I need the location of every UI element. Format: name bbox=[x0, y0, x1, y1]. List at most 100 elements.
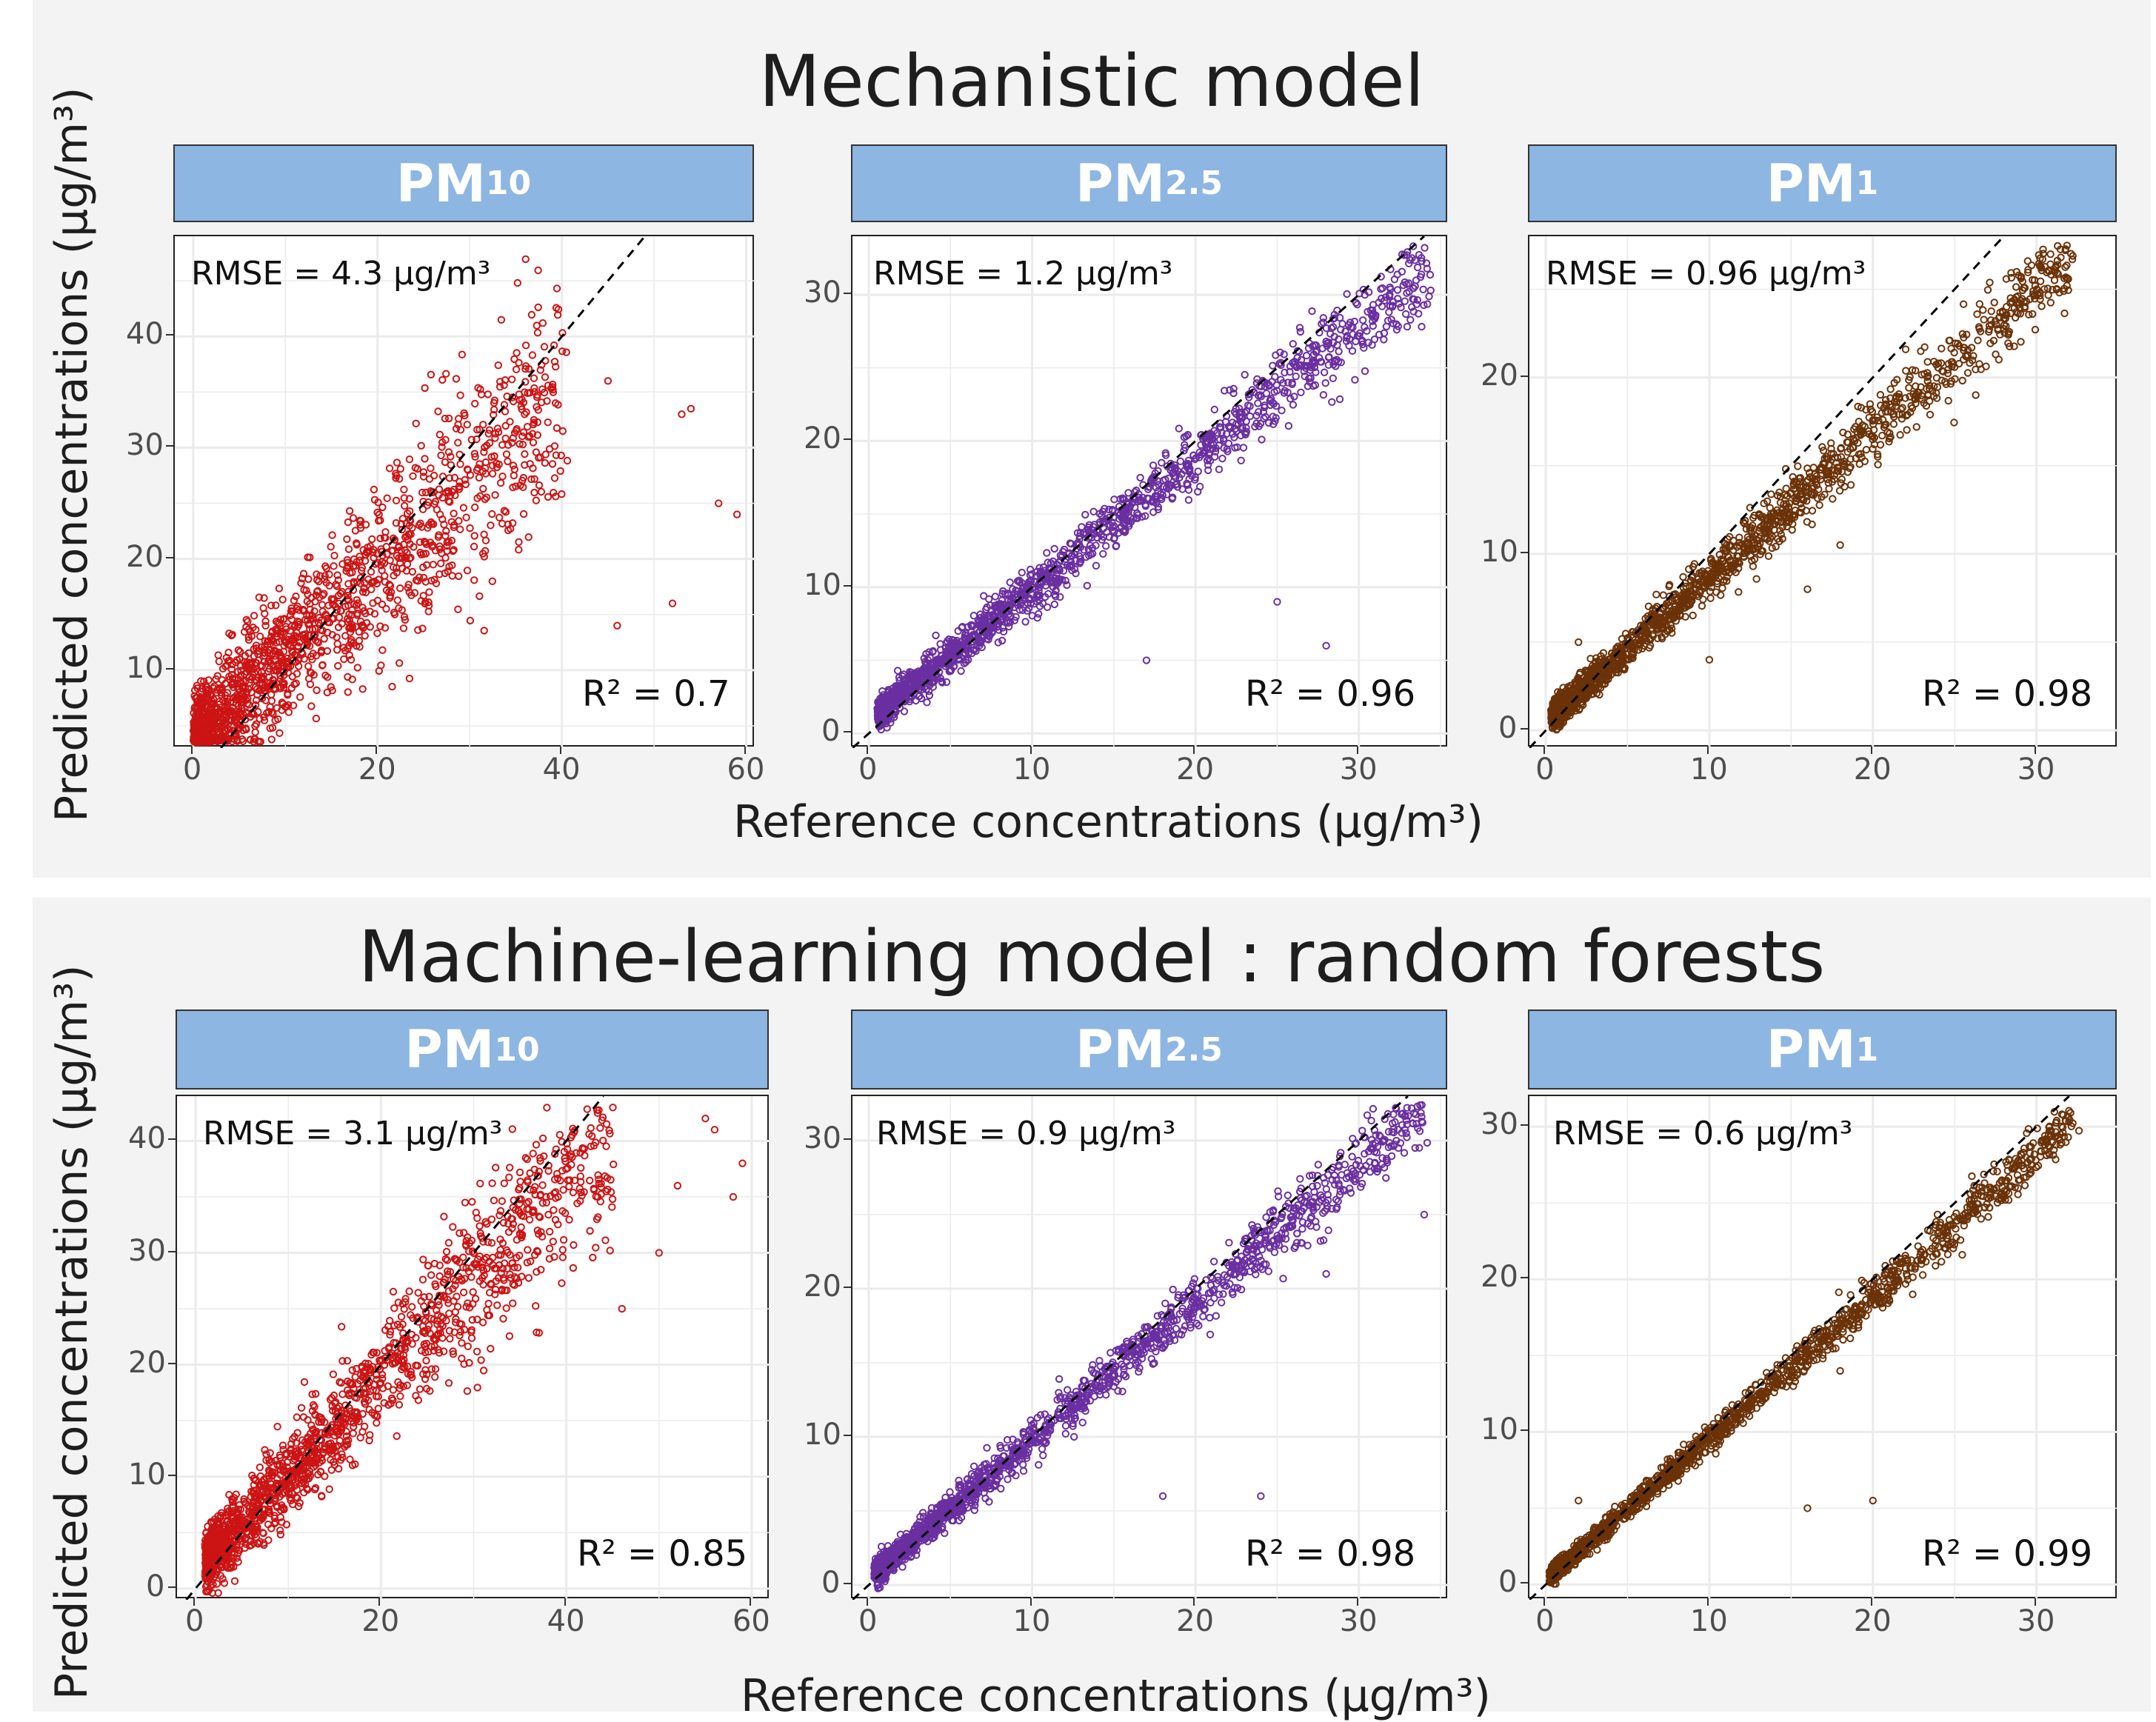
data-point bbox=[1903, 427, 1909, 433]
data-point bbox=[1418, 324, 1424, 330]
data-point bbox=[1768, 491, 1774, 497]
identity-reference-line bbox=[221, 236, 644, 748]
data-point bbox=[564, 458, 570, 464]
data-point bbox=[1352, 318, 1358, 324]
data-point bbox=[319, 601, 325, 607]
data-point bbox=[1977, 301, 1983, 307]
data-point bbox=[1052, 546, 1058, 552]
data-point bbox=[1360, 317, 1366, 323]
data-point bbox=[542, 460, 548, 466]
data-point bbox=[1897, 432, 1903, 438]
section-title: Mechanistic model bbox=[33, 46, 2151, 117]
data-point bbox=[427, 465, 433, 471]
data-point bbox=[1212, 407, 1218, 413]
data-point bbox=[1863, 447, 1869, 453]
data-point bbox=[521, 511, 527, 517]
data-point bbox=[1137, 475, 1143, 481]
y-tick-label: 20 bbox=[126, 540, 164, 574]
data-point bbox=[1052, 601, 1058, 607]
data-point bbox=[450, 510, 456, 516]
r2-annotation: R² = 0.7 bbox=[582, 673, 730, 715]
data-point bbox=[395, 597, 401, 603]
data-point bbox=[533, 449, 539, 455]
data-point bbox=[1352, 377, 1358, 383]
y-tick-label: 0 bbox=[1498, 711, 1517, 745]
data-point bbox=[1100, 551, 1106, 557]
data-point bbox=[688, 406, 694, 412]
data-point bbox=[1906, 384, 1912, 390]
data-point bbox=[536, 482, 542, 488]
data-point bbox=[1297, 324, 1303, 330]
data-point bbox=[523, 342, 529, 348]
data-point bbox=[253, 729, 258, 735]
data-point bbox=[971, 613, 977, 618]
data-point bbox=[1278, 407, 1284, 413]
data-point bbox=[389, 684, 395, 690]
data-point bbox=[1241, 444, 1246, 450]
data-point bbox=[670, 601, 675, 607]
data-point bbox=[490, 470, 495, 476]
data-point bbox=[397, 585, 403, 591]
data-point bbox=[421, 455, 427, 461]
x-tick-label: 40 bbox=[543, 752, 581, 787]
strip-label: PM bbox=[396, 153, 486, 214]
data-point bbox=[1985, 287, 1991, 293]
data-point bbox=[531, 490, 537, 495]
y-tick-label: 10 bbox=[1481, 535, 1518, 569]
data-point bbox=[1242, 372, 1248, 378]
data-point bbox=[360, 686, 366, 692]
data-point bbox=[313, 715, 319, 721]
data-point bbox=[1699, 603, 1705, 609]
data-point bbox=[1921, 344, 1927, 350]
data-point bbox=[1290, 401, 1296, 407]
data-point bbox=[487, 522, 493, 528]
data-point bbox=[471, 577, 477, 583]
data-point bbox=[1404, 324, 1410, 330]
data-point bbox=[1972, 392, 1978, 398]
data-point bbox=[1421, 244, 1427, 250]
data-point bbox=[413, 421, 419, 427]
data-point bbox=[1261, 416, 1266, 421]
data-point bbox=[1420, 287, 1426, 293]
data-point bbox=[521, 451, 527, 457]
data-point bbox=[545, 419, 551, 425]
r2-annotation: R² = 0.98 bbox=[1922, 673, 2092, 715]
data-point bbox=[1178, 458, 1184, 464]
data-point bbox=[459, 352, 465, 358]
data-point bbox=[410, 473, 415, 479]
data-point bbox=[2037, 278, 2043, 284]
data-point bbox=[313, 687, 319, 693]
data-point bbox=[305, 576, 311, 582]
x-tick-mark bbox=[560, 747, 561, 754]
y-tick-mark bbox=[844, 438, 851, 440]
data-point bbox=[981, 593, 987, 598]
scatter-plot bbox=[1529, 236, 2118, 748]
data-point bbox=[455, 607, 461, 613]
data-point bbox=[1996, 356, 2002, 362]
data-point bbox=[404, 561, 410, 567]
data-point bbox=[1924, 358, 1930, 364]
data-point bbox=[504, 451, 510, 457]
data-point bbox=[369, 536, 375, 542]
data-point bbox=[1022, 618, 1028, 624]
data-point bbox=[515, 360, 521, 366]
data-point bbox=[447, 1335, 453, 1341]
x-tick-mark bbox=[376, 747, 377, 754]
x-tick-label: 20 bbox=[1176, 752, 1214, 787]
data-point bbox=[398, 466, 404, 472]
data-point bbox=[446, 416, 452, 421]
data-point bbox=[932, 633, 938, 638]
y-tick-mark bbox=[166, 334, 173, 336]
y-tick-mark bbox=[844, 731, 851, 732]
data-point bbox=[1330, 376, 1336, 381]
y-tick-mark bbox=[844, 585, 851, 587]
data-point bbox=[481, 627, 487, 633]
data-point bbox=[1392, 276, 1398, 282]
data-points bbox=[190, 256, 740, 746]
data-point bbox=[472, 533, 478, 538]
data-point bbox=[678, 411, 684, 417]
